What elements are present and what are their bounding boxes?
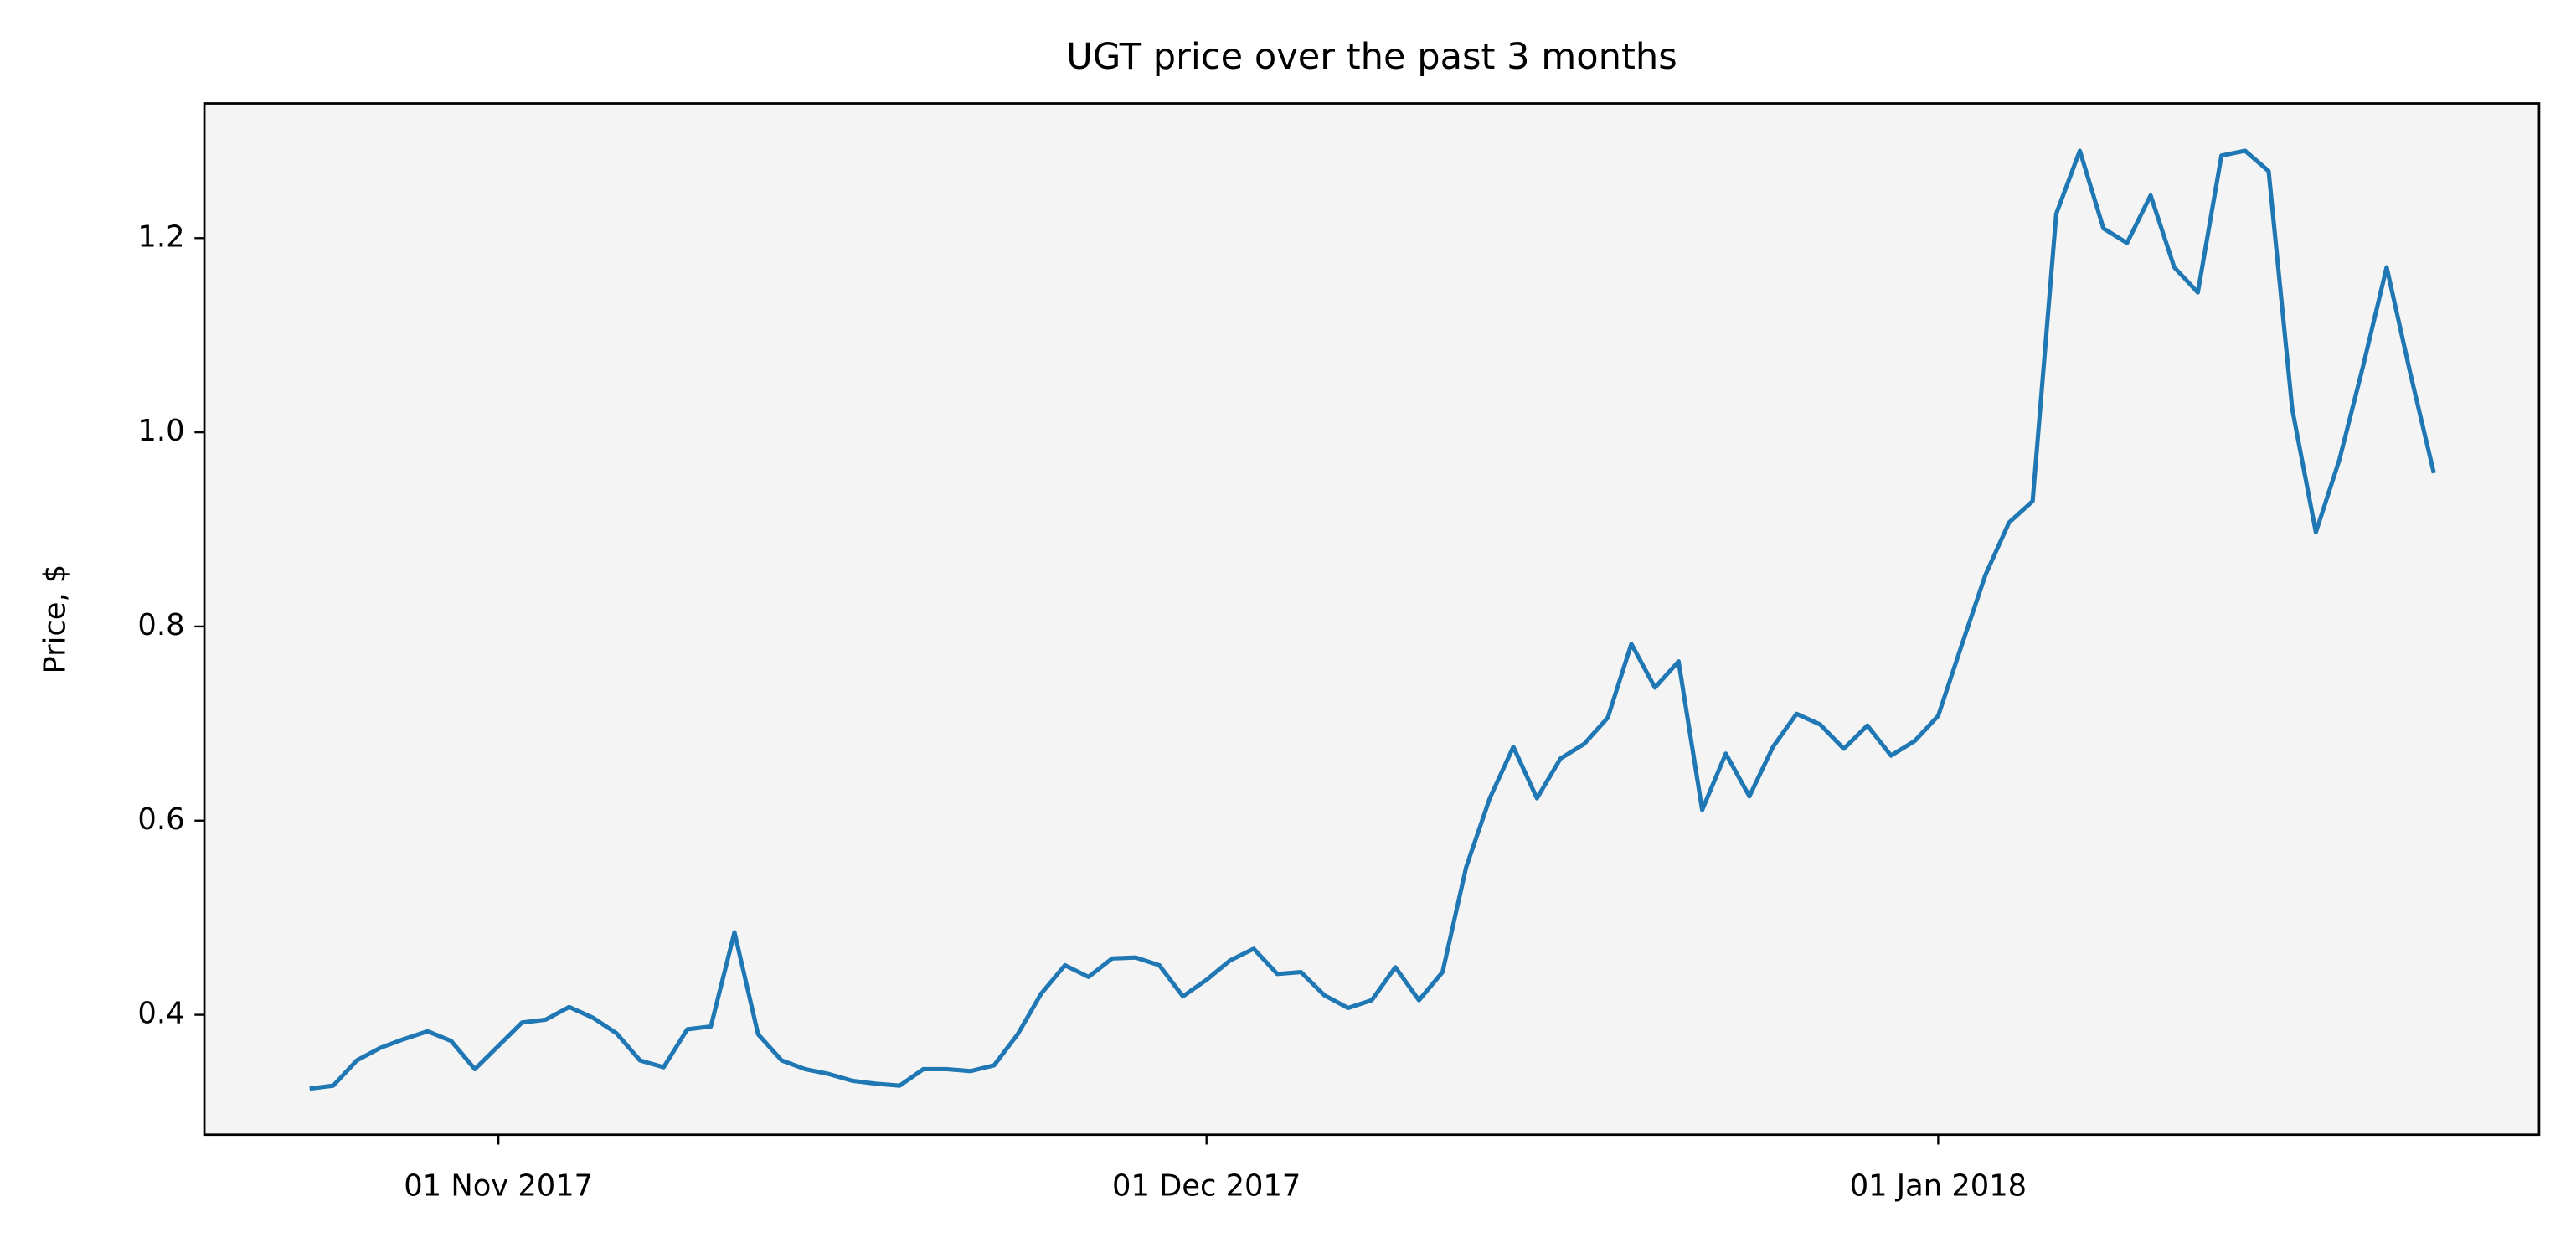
y-tick-label: 0.4: [137, 997, 184, 1031]
y-tick-label: 1.2: [137, 219, 184, 254]
y-axis-label: Price, $: [39, 565, 73, 674]
chart-title: UGT price over the past 3 months: [1066, 36, 1677, 78]
y-tick-label: 0.6: [137, 802, 184, 837]
x-tick-label: 01 Dec 2017: [1112, 1168, 1301, 1203]
axes-frame: [203, 102, 2541, 1137]
plot-area: [204, 103, 2539, 1135]
x-tick-label: 01 Jan 2018: [1850, 1168, 2027, 1203]
y-tick-label: 0.8: [137, 608, 184, 642]
y-tick-label: 1.0: [137, 414, 184, 448]
x-tick-label: 01 Nov 2017: [404, 1168, 593, 1203]
price-line: [309, 148, 2436, 1091]
